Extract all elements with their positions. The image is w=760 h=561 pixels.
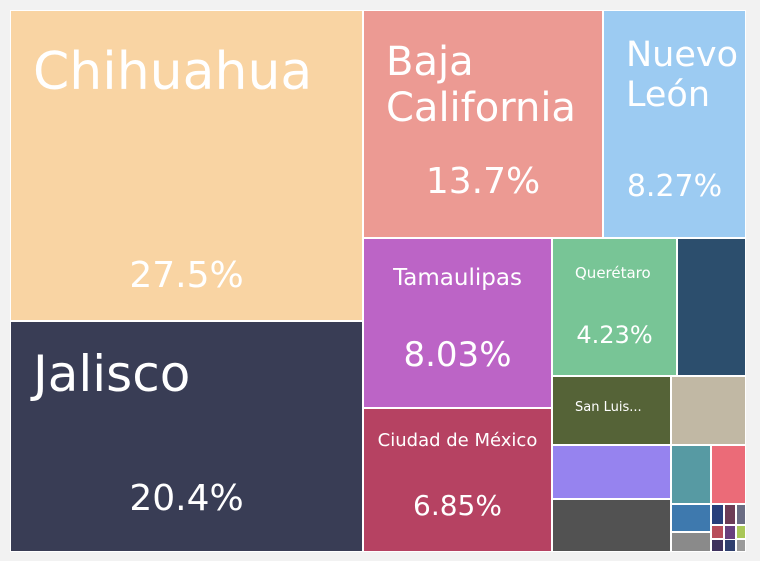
treemap-tile-23[interactable] xyxy=(736,525,746,539)
treemap-tile-8[interactable] xyxy=(677,238,746,376)
treemap-tile-14[interactable] xyxy=(711,445,746,504)
treemap-tile-12[interactable] xyxy=(552,499,671,552)
tile-label: Baja California xyxy=(386,39,576,131)
tile-label: Nuevo León xyxy=(626,35,739,116)
treemap-tile-ciudad-de-mexico[interactable]: Ciudad de México 6.85% xyxy=(363,408,552,552)
treemap-tile-tamaulipas[interactable]: Tamaulipas 8.03% xyxy=(363,238,552,408)
tile-label: San Luis... xyxy=(575,400,642,415)
tile-share-value: 20.4% xyxy=(129,478,244,519)
treemap-tile-21[interactable] xyxy=(711,539,724,552)
treemap-tile-24[interactable] xyxy=(724,539,736,552)
treemap-tile-11[interactable] xyxy=(552,445,671,499)
tile-share-value: 27.5% xyxy=(129,255,244,296)
treemap-tile-17[interactable] xyxy=(711,504,724,525)
tile-share-value: 13.7% xyxy=(425,161,541,202)
tile-label: Ciudad de México xyxy=(377,430,538,451)
tile-share-value: 8.27% xyxy=(626,169,723,204)
treemap-tile-baja-california[interactable]: Baja California 13.7% xyxy=(363,10,603,238)
treemap-tile-jalisco[interactable]: Jalisco 20.4% xyxy=(10,321,363,552)
treemap-tile-nuevo-leon[interactable]: Nuevo León 8.27% xyxy=(603,10,746,238)
tile-share-value: 4.23% xyxy=(576,321,653,349)
treemap-tile-chihuahua[interactable]: Chihuahua 27.5% xyxy=(10,10,363,321)
treemap-tile-19[interactable] xyxy=(736,504,746,525)
treemap-tile-10[interactable] xyxy=(671,376,746,445)
tile-label: Jalisco xyxy=(33,345,191,403)
treemap-tile-16[interactable] xyxy=(671,532,711,552)
treemap-tile-20[interactable] xyxy=(711,525,724,539)
tile-label: Querétaro xyxy=(575,264,651,282)
tile-label: Tamaulipas xyxy=(393,265,522,291)
treemap-tile-san-luis[interactable]: San Luis... xyxy=(552,376,671,445)
treemap-tile-18[interactable] xyxy=(724,504,736,525)
treemap-tile-queretaro[interactable]: Querétaro 4.23% xyxy=(552,238,677,376)
tile-label: Chihuahua xyxy=(33,42,313,102)
treemap-tile-13[interactable] xyxy=(671,445,711,504)
treemap-tile-15[interactable] xyxy=(671,504,711,532)
treemap-tile-25[interactable] xyxy=(736,539,746,552)
tile-share-value: 8.03% xyxy=(403,335,512,375)
tile-share-value: 6.85% xyxy=(413,489,502,522)
